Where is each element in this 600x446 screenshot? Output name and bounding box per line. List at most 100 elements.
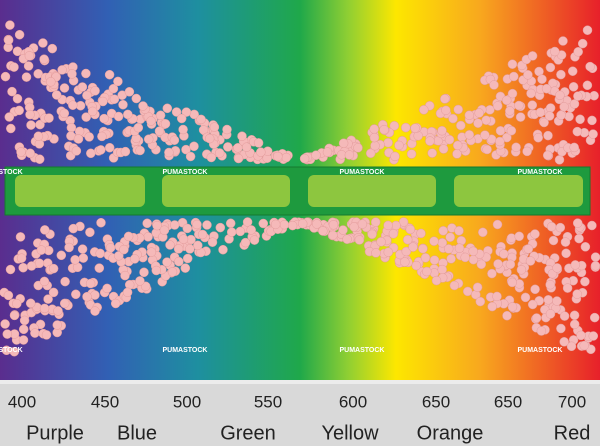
dot [171,107,182,117]
dot [215,222,226,233]
dot [473,118,483,128]
dot [189,141,199,152]
dot [558,36,568,46]
dot [572,126,583,137]
cell [454,175,583,207]
wavelength-label: 400 [8,392,36,411]
dot [438,226,448,236]
dot [39,54,49,64]
dot [185,244,195,254]
dot [425,136,435,146]
dot [402,234,413,245]
dot [43,294,53,304]
dot [533,132,543,143]
dot [580,276,590,287]
dot [464,110,475,120]
dot [369,124,379,134]
dot [515,112,526,122]
dot [492,101,503,111]
dot [67,69,77,79]
dot [102,283,112,294]
dot [552,296,562,306]
dot [383,247,394,257]
dot [530,229,540,239]
wavelength-label: 450 [91,392,119,411]
dot [588,331,599,341]
dot [226,227,237,237]
dot [155,110,166,121]
dot [77,82,88,92]
dot [429,255,440,265]
dot [556,69,566,80]
dot [474,108,484,118]
dot [420,253,431,263]
dot [530,284,540,295]
dot [3,290,14,301]
dot [445,232,455,242]
dot [25,148,35,159]
dot [338,138,349,148]
dot [560,237,571,247]
dot [555,90,565,101]
dots [0,20,600,357]
dot [585,61,595,72]
dot [541,83,552,94]
dot [573,47,583,57]
dot [129,254,140,264]
dot [371,248,381,258]
wavelength-label: 600 [339,392,367,411]
color-label: Green [220,422,276,444]
dot [82,291,92,302]
dot [178,124,188,135]
watermark: PUMASTOCK [340,347,385,354]
dot [507,302,518,312]
dot [462,286,473,297]
dot [9,346,20,357]
dot [59,83,70,93]
dot [440,94,450,104]
dot [108,83,119,94]
dot [493,259,503,269]
dot [253,138,264,148]
dot [543,130,553,141]
dot [16,253,27,263]
dot [135,276,145,286]
dot [322,147,333,157]
dot [501,95,512,106]
dot [218,244,228,255]
dot [556,110,566,120]
dot [273,151,283,162]
dot [400,257,410,267]
dot [0,71,11,82]
dot [559,102,569,112]
dot [71,146,82,156]
dot [523,70,533,80]
dot [542,150,553,161]
dot [550,46,560,57]
dot [26,120,36,130]
dot [444,134,455,145]
dot [514,100,524,111]
dot [30,328,40,338]
dot [545,62,556,73]
dot [164,147,174,158]
dot [448,113,458,124]
dot [389,121,400,131]
dot [9,62,19,72]
scale-bar-edge [0,380,600,384]
dot [427,148,437,158]
dot [495,136,505,147]
dot [577,38,588,49]
dot [233,153,244,164]
dot [14,29,25,40]
dot [182,223,193,234]
dot [311,150,321,160]
dot [119,244,129,255]
dot [109,94,120,104]
dot [66,122,77,133]
dot [120,146,131,157]
dot [383,220,393,231]
dot [353,143,363,153]
dot [507,277,517,288]
dot [416,228,426,239]
